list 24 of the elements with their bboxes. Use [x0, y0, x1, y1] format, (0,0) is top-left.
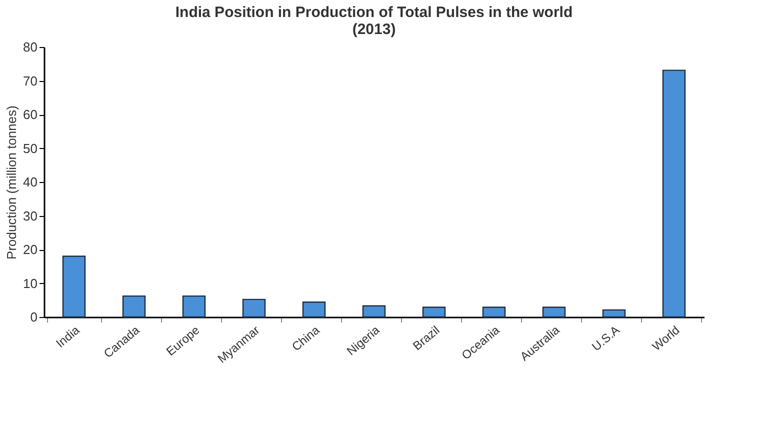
- y-tick-label: 20: [23, 242, 38, 257]
- y-tick-label: 70: [23, 73, 38, 88]
- x-tick-label: India: [53, 322, 82, 350]
- y-tick-label: 0: [30, 310, 38, 324]
- bar: [482, 306, 506, 318]
- bar: [542, 306, 566, 318]
- y-tick-label: 50: [23, 140, 38, 156]
- y-tick-label: 80: [23, 40, 38, 54]
- text: India Position in Production of Total Pulses in the world: [175, 4, 573, 21]
- bar: [602, 309, 626, 318]
- bar: [182, 295, 206, 318]
- y-tick-label: 30: [23, 208, 38, 224]
- y-axis-title: Production (million tonnes): [4, 106, 20, 260]
- bar: [662, 70, 686, 318]
- y-tick-label: 40: [23, 174, 38, 190]
- bar: [122, 295, 146, 318]
- bar: [302, 302, 326, 318]
- y-tick-label: 60: [23, 107, 38, 122]
- bar: [422, 306, 446, 318]
- bar: [62, 256, 86, 318]
- bar: [242, 298, 266, 318]
- bar: [362, 305, 386, 318]
- y-tick-label: 10: [23, 276, 38, 291]
- text: (2013): [352, 21, 396, 38]
